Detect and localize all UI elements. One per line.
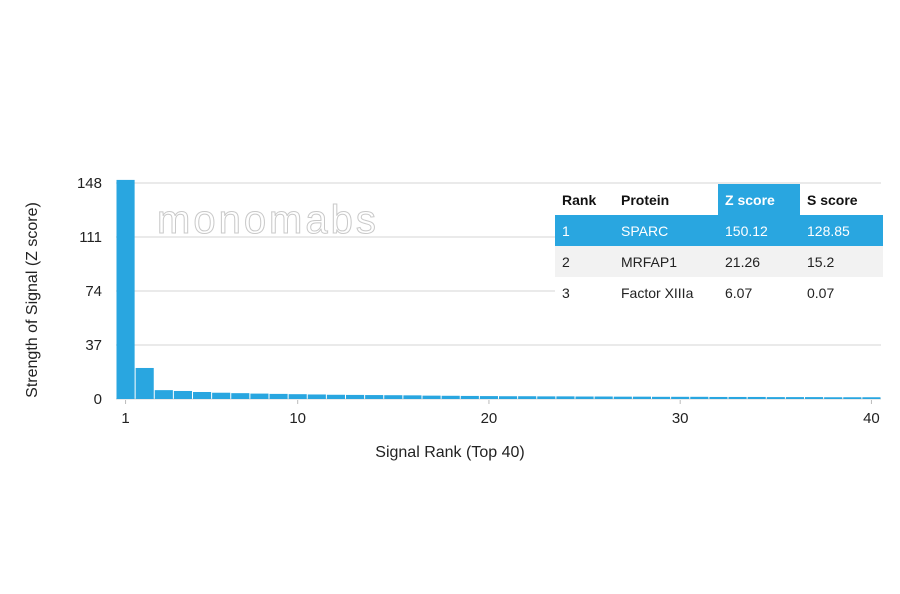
x-tick-label: 30 xyxy=(672,410,689,427)
s-score-cell: 15.2 xyxy=(800,246,883,277)
protein-cell: MRFAP1 xyxy=(614,246,718,277)
x-tick-label: 1 xyxy=(121,410,129,427)
bar-rank-13 xyxy=(346,394,365,399)
bar-rank-14 xyxy=(365,395,384,399)
y-axis-title: Strength of Signal (Z score) xyxy=(24,202,41,398)
bar-rank-22 xyxy=(518,396,537,399)
bar-rank-19 xyxy=(460,395,479,399)
bar-rank-39 xyxy=(843,397,862,399)
s-score-cell: 0.07 xyxy=(800,277,883,308)
bar-rank-7 xyxy=(231,393,250,399)
bar-rank-20 xyxy=(479,396,498,399)
s-score-cell: 128.85 xyxy=(800,215,883,246)
bar-series xyxy=(116,179,881,399)
table-row: 1 SPARC 150.12 128.85 xyxy=(555,215,883,246)
bar-rank-4 xyxy=(173,390,192,399)
bar-rank-37 xyxy=(805,397,824,399)
z-score-cell: 150.12 xyxy=(718,215,800,246)
bar-rank-29 xyxy=(652,396,671,399)
rank-cell: 3 xyxy=(555,277,614,308)
y-tick-label: 74 xyxy=(85,283,102,300)
bar-rank-2 xyxy=(135,367,154,399)
bar-rank-27 xyxy=(613,396,632,399)
bar-rank-35 xyxy=(766,397,785,399)
bar-rank-6 xyxy=(212,392,231,399)
protein-cell: SPARC xyxy=(614,215,718,246)
bar-rank-10 xyxy=(288,394,307,399)
bar-rank-9 xyxy=(269,393,288,399)
bar-rank-38 xyxy=(824,397,843,399)
bar-rank-31 xyxy=(690,396,709,399)
rank-cell: 1 xyxy=(555,215,614,246)
bar-rank-18 xyxy=(441,395,460,399)
bar-rank-34 xyxy=(747,396,766,399)
bar-rank-1 xyxy=(116,179,135,399)
bar-rank-40 xyxy=(862,397,881,399)
bar-rank-28 xyxy=(632,396,651,399)
bar-rank-33 xyxy=(728,396,747,399)
bar-rank-16 xyxy=(403,395,422,399)
z-score-cell: 21.26 xyxy=(718,246,800,277)
bar-rank-15 xyxy=(384,395,403,399)
header-rank: Rank xyxy=(555,184,614,215)
table-row: 3 Factor XIIIa 6.07 0.07 xyxy=(555,277,883,308)
y-tick-label: 111 xyxy=(79,229,102,246)
protein-rank-table: Rank Protein Z score S score 1 SPARC 150… xyxy=(555,184,883,308)
bar-rank-17 xyxy=(422,395,441,399)
bar-rank-21 xyxy=(499,396,518,399)
bar-rank-25 xyxy=(575,396,594,399)
bar-rank-12 xyxy=(326,394,345,399)
header-protein: Protein xyxy=(614,184,718,215)
z-score-cell: 6.07 xyxy=(718,277,800,308)
rank-cell: 2 xyxy=(555,246,614,277)
y-tick-label: 0 xyxy=(94,391,102,408)
y-axis-ticks: 0 37 74 111 148 xyxy=(77,175,102,408)
bar-rank-32 xyxy=(709,396,728,399)
y-tick-label: 37 xyxy=(85,337,102,354)
bar-rank-5 xyxy=(193,391,212,399)
table-header-row: Rank Protein Z score S score xyxy=(555,184,883,215)
monomabs-watermark: monomabs xyxy=(157,198,379,242)
bar-rank-3 xyxy=(154,390,173,399)
bar-rank-8 xyxy=(250,393,269,399)
x-axis-title: Signal Rank (Top 40) xyxy=(375,444,524,461)
x-tick-label: 20 xyxy=(481,410,498,427)
bar-rank-36 xyxy=(785,397,804,399)
table-row: 2 MRFAP1 21.26 15.2 xyxy=(555,246,883,277)
bar-rank-30 xyxy=(671,396,690,399)
bar-rank-26 xyxy=(594,396,613,399)
x-tick-label: 10 xyxy=(289,410,306,427)
header-z-score: Z score xyxy=(718,184,800,215)
x-axis-ticks: 1 10 20 30 40 xyxy=(121,400,880,427)
header-s-score: S score xyxy=(800,184,883,215)
protein-cell: Factor XIIIa xyxy=(614,277,718,308)
bar-rank-23 xyxy=(537,396,556,399)
x-tick-label: 40 xyxy=(863,410,880,427)
bar-rank-11 xyxy=(307,394,326,399)
bar-rank-24 xyxy=(556,396,575,399)
y-tick-label: 148 xyxy=(77,175,102,192)
